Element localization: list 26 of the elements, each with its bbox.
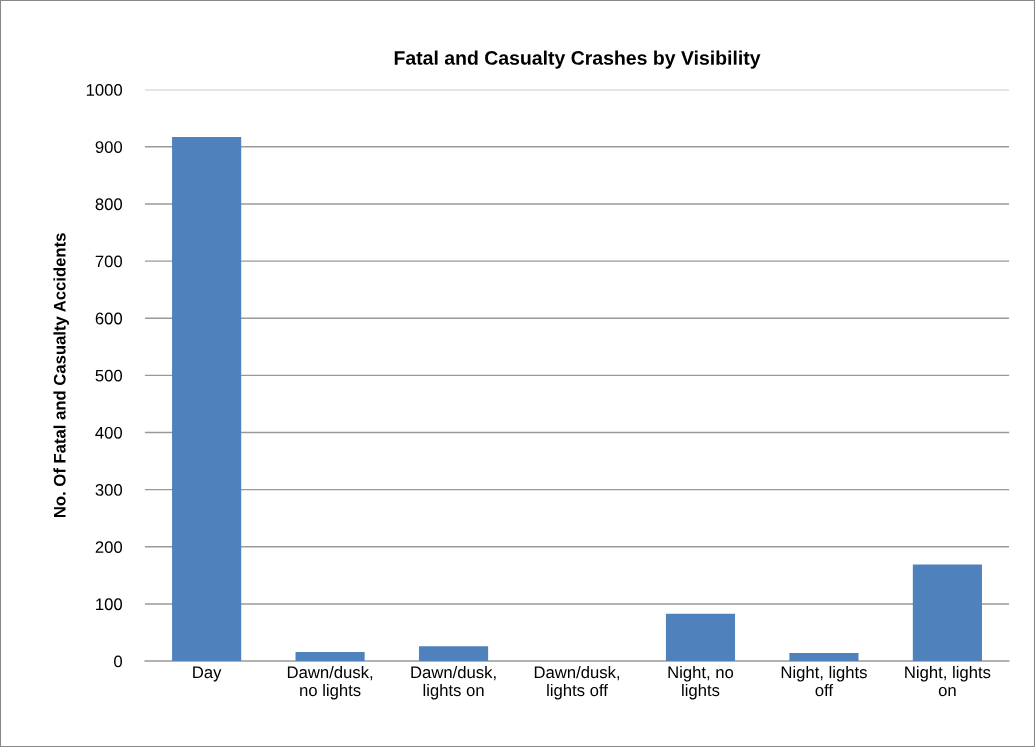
y-tick-label: 100 <box>96 598 123 611</box>
y-axis-title: No. Of Fatal and Casualty Accidents <box>53 233 69 518</box>
bar <box>172 137 242 662</box>
bar <box>789 653 859 662</box>
bar <box>665 613 736 662</box>
bar <box>295 651 365 662</box>
x-tick-label: Night, lights on <box>905 665 991 697</box>
y-tick-label: 300 <box>95 484 123 496</box>
x-tick-label: Dawn/dusk, lights off <box>534 665 620 700</box>
y-tick-label: 700 <box>95 255 123 268</box>
chart-title: Fatal and Casualty Crashes by Visibility <box>394 50 761 69</box>
y-tick-label: 500 <box>95 369 123 382</box>
y-tick-label: 400 <box>95 426 123 439</box>
x-tick-label: Dawn/dusk, lights on <box>411 665 496 700</box>
x-tick-label: Night, no lights <box>668 665 734 700</box>
y-tick-label: 900 <box>95 141 123 153</box>
bar <box>912 564 982 662</box>
y-tick-label: 0 <box>114 655 123 668</box>
y-tick-label: 800 <box>95 198 123 211</box>
y-tick-label: 200 <box>95 541 123 554</box>
y-tick-label: 1000 <box>86 84 123 96</box>
x-tick-label: Day <box>193 666 222 682</box>
y-tick-label: 600 <box>95 312 123 325</box>
x-tick-label: Dawn/dusk, no lights <box>287 665 373 700</box>
x-tick-label: Night, lights off <box>781 665 867 697</box>
bar <box>418 646 489 662</box>
